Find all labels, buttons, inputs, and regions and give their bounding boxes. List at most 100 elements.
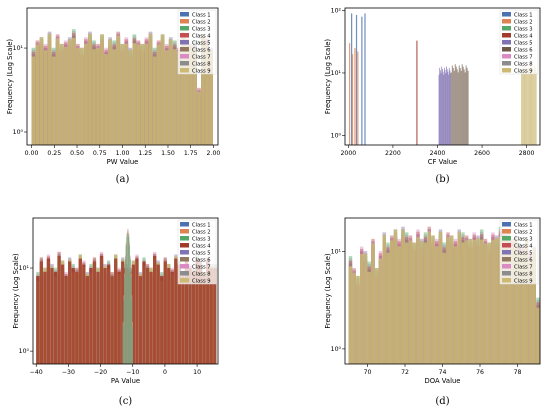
histogram-bar xyxy=(189,45,193,145)
panel-d: 70 72 74 76 78 10⁰ 10¹ DOA Value Frequency (Log … xyxy=(324,217,541,407)
histogram-bar xyxy=(483,243,488,364)
histogram-bar xyxy=(107,264,111,364)
histogram-bar xyxy=(114,258,118,364)
histogram-bar xyxy=(156,264,160,364)
histogram-bar xyxy=(491,239,495,364)
legend-label: Class 3 xyxy=(514,236,533,242)
histogram-bar xyxy=(524,64,526,145)
x-tick-label: 78 xyxy=(514,369,522,376)
histogram-bar xyxy=(191,271,196,364)
histogram-bar xyxy=(351,54,354,145)
histogram-bar xyxy=(104,54,108,145)
histogram-bar xyxy=(532,69,534,145)
legend-label: Class 6 xyxy=(514,47,533,53)
legend-label: Class 2 xyxy=(192,19,211,25)
legend-label: Class 7 xyxy=(514,264,533,270)
histogram-bar xyxy=(168,39,173,145)
histogram-bar xyxy=(96,271,100,364)
histogram-bar xyxy=(57,255,61,364)
histogram-bar xyxy=(487,242,491,364)
histogram-bar xyxy=(431,235,435,364)
legend-swatch xyxy=(180,257,189,262)
histogram-bar xyxy=(464,72,466,145)
legend-label: Class 9 xyxy=(192,278,211,284)
x-tick-label: −10 xyxy=(126,369,139,376)
histogram-bar xyxy=(457,72,459,145)
histogram-bar xyxy=(448,67,450,145)
histogram-bar xyxy=(354,48,356,145)
histogram-bar xyxy=(467,70,469,145)
legend-label: Class 8 xyxy=(514,61,533,67)
legend-label: Class 8 xyxy=(192,271,211,277)
legend-label: Class 4 xyxy=(514,33,533,39)
histogram-bar xyxy=(451,65,453,145)
histogram-bar xyxy=(450,235,454,364)
histogram-bar xyxy=(68,261,72,364)
histogram-bar xyxy=(209,268,213,364)
bars xyxy=(349,13,537,146)
y-axis-label: Frequency (Log Scale) xyxy=(6,39,14,115)
x-tick-label: 2600 xyxy=(474,150,490,157)
histogram-bar xyxy=(502,237,506,364)
histogram-bar xyxy=(534,65,535,145)
histogram-bar xyxy=(361,16,363,146)
legend-label: Class 9 xyxy=(514,68,533,74)
histogram-bar xyxy=(457,231,461,364)
histogram-bar xyxy=(60,264,65,364)
histogram-bar xyxy=(144,43,149,145)
legend-swatch xyxy=(180,33,189,38)
legend-label: Class 8 xyxy=(192,61,211,67)
x-tick-label: 0.75 xyxy=(93,150,107,157)
histogram-bar xyxy=(92,261,97,364)
legend-label: Class 3 xyxy=(192,26,211,32)
histogram-bar xyxy=(172,49,177,145)
legend-swatch xyxy=(180,12,189,17)
legend-swatch xyxy=(502,54,511,59)
histogram-bar xyxy=(201,34,205,145)
histogram-bar xyxy=(355,14,358,145)
y-tick-label: 10⁰ xyxy=(331,132,342,139)
legend-swatch xyxy=(180,250,189,255)
x-tick-label: 2800 xyxy=(519,150,535,157)
y-tick-label: 10² xyxy=(331,8,342,15)
legend-label: Class 7 xyxy=(514,54,533,60)
histogram-bar xyxy=(423,242,428,364)
histogram-bar xyxy=(459,68,461,145)
histogram-bar xyxy=(164,50,169,146)
y-axis-label: Frequency (Log Scale) xyxy=(12,253,20,329)
histogram-bar xyxy=(75,271,79,364)
histogram-bar xyxy=(84,43,88,145)
x-tick-label: −30 xyxy=(62,369,75,376)
histogram-bar xyxy=(167,268,171,364)
histogram-bar xyxy=(529,70,531,145)
histogram-bar xyxy=(120,43,125,145)
legend-label: Class 6 xyxy=(192,47,211,53)
peak-bar xyxy=(132,325,133,364)
histogram-bar xyxy=(181,276,185,364)
histogram-bar xyxy=(455,66,457,145)
peak-bar xyxy=(130,259,131,364)
histogram-bar xyxy=(213,268,217,364)
x-tick-label: 74 xyxy=(439,369,447,376)
histogram-bar xyxy=(463,69,465,145)
y-axis-label: Frequency (Log Scale) xyxy=(324,39,332,115)
histogram-bar xyxy=(135,258,139,364)
legend-swatch xyxy=(180,47,189,52)
histogram-bar xyxy=(462,66,464,145)
histogram-bar xyxy=(444,70,446,145)
x-tick-label: −20 xyxy=(94,369,107,376)
histogram-bar xyxy=(458,65,460,145)
histogram-bar xyxy=(513,237,518,364)
bars xyxy=(31,29,213,146)
histogram-bar xyxy=(536,307,540,364)
x-tick-label: 76 xyxy=(476,369,484,376)
peak-bar xyxy=(124,276,125,364)
histogram-bar xyxy=(526,69,528,145)
histogram-bar xyxy=(412,242,416,364)
histogram-bar xyxy=(53,271,58,364)
x-tick-label: 2.00 xyxy=(207,150,221,157)
histogram-bar xyxy=(456,69,458,145)
histogram-bar xyxy=(145,268,150,364)
